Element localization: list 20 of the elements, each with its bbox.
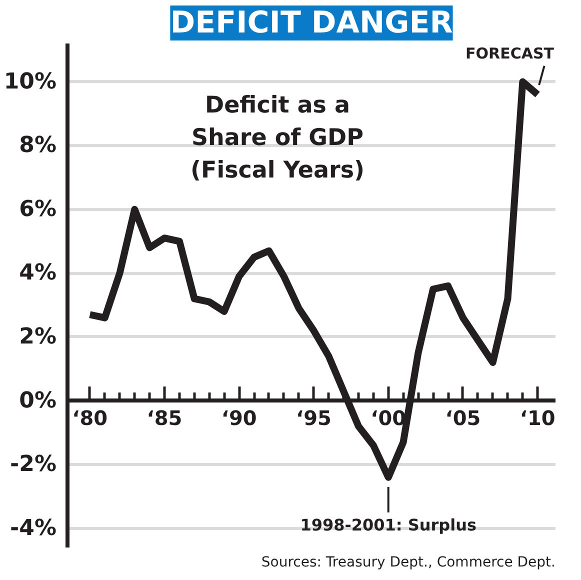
source-note: Sources: Treasury Dept., Commerce Dept. — [261, 554, 556, 570]
y-tick-label: 4% — [19, 260, 57, 286]
y-tick-label: 2% — [19, 324, 57, 350]
x-tick-label: ‘05 — [445, 406, 481, 430]
y-tick-label: 8% — [19, 133, 57, 158]
y-tick-label: 0% — [19, 388, 57, 414]
x-tick-label: ‘85 — [146, 406, 182, 430]
x-tick-label: ‘00 — [370, 406, 406, 430]
x-tick-label: ‘90 — [221, 406, 257, 430]
x-tick-label: ‘80 — [72, 406, 108, 430]
y-tick-label: 10% — [4, 69, 57, 94]
x-tick-label: ‘10 — [520, 406, 556, 430]
annotation: 1998-2001: Surplus — [300, 516, 477, 535]
y-tick-label: -2% — [10, 452, 57, 478]
annotation: FORECAST — [466, 44, 555, 63]
y-tick-label: 6% — [19, 196, 57, 222]
text: Deficit as a Share of GDP (Fiscal Years) — [190, 92, 365, 184]
chart-title: DEFICIT DANGER — [170, 6, 453, 40]
x-tick-label: ‘95 — [296, 406, 332, 430]
y-tick-label: -4% — [10, 516, 57, 541]
